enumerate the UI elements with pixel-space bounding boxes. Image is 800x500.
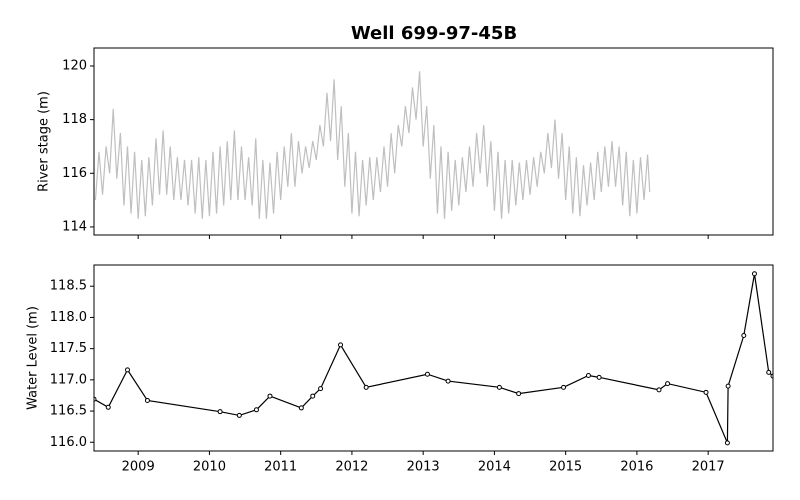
x-tick-label: 2009 [122,460,155,475]
y-tick-label: 117.0 [50,372,87,387]
point-marker [766,369,772,375]
y-tick-label: 118.5 [50,279,87,294]
x-tick-label: 2010 [193,460,226,475]
point-marker [725,383,731,389]
point-marker [496,384,502,390]
y-tick-label: 116.0 [50,435,87,450]
point-marker [561,384,567,390]
x-tick-label: 2016 [620,460,653,475]
point-marker [267,393,273,399]
point-marker [741,333,747,339]
point-marker [516,391,522,397]
point-marker [318,386,324,392]
y-tick-label: 118 [62,112,87,127]
y-tick-label: 114 [62,219,87,234]
x-tick-label: 2014 [478,460,511,475]
y-tick-label: 120 [62,58,87,73]
y-axis-label: River stage (m) [37,91,52,192]
point-marker [236,412,242,418]
point-marker [445,378,451,384]
x-tick-label: 2017 [692,460,725,475]
point-marker [656,387,662,393]
x-tick-label: 2015 [549,460,582,475]
point-marker [363,384,369,390]
point-marker [585,372,591,378]
point-marker [703,389,709,395]
point-marker [310,393,316,399]
point-marker [424,371,430,377]
point-marker [596,374,602,380]
series-line [94,71,651,219]
point-marker [105,404,111,410]
y-tick-label: 116 [62,166,87,181]
point-marker [338,342,344,348]
point-marker [144,397,150,403]
point-marker [298,405,304,411]
y-axis-label: Water Level (m) [26,306,41,410]
x-tick-label: 2011 [264,460,297,475]
x-tick-label: 2012 [335,460,368,475]
y-tick-label: 118.0 [50,310,87,325]
chart-title: Well 699-97-45B [351,23,517,44]
y-tick-label: 117.5 [50,341,87,356]
point-marker [665,381,671,387]
point-marker [217,409,223,415]
point-marker [253,407,259,413]
point-marker [724,440,730,446]
axes-frame [93,47,774,236]
x-tick-label: 2013 [407,460,440,475]
point-marker [751,271,757,277]
point-marker [124,367,130,373]
y-tick-label: 116.5 [50,404,87,419]
axes-frame [93,264,774,452]
